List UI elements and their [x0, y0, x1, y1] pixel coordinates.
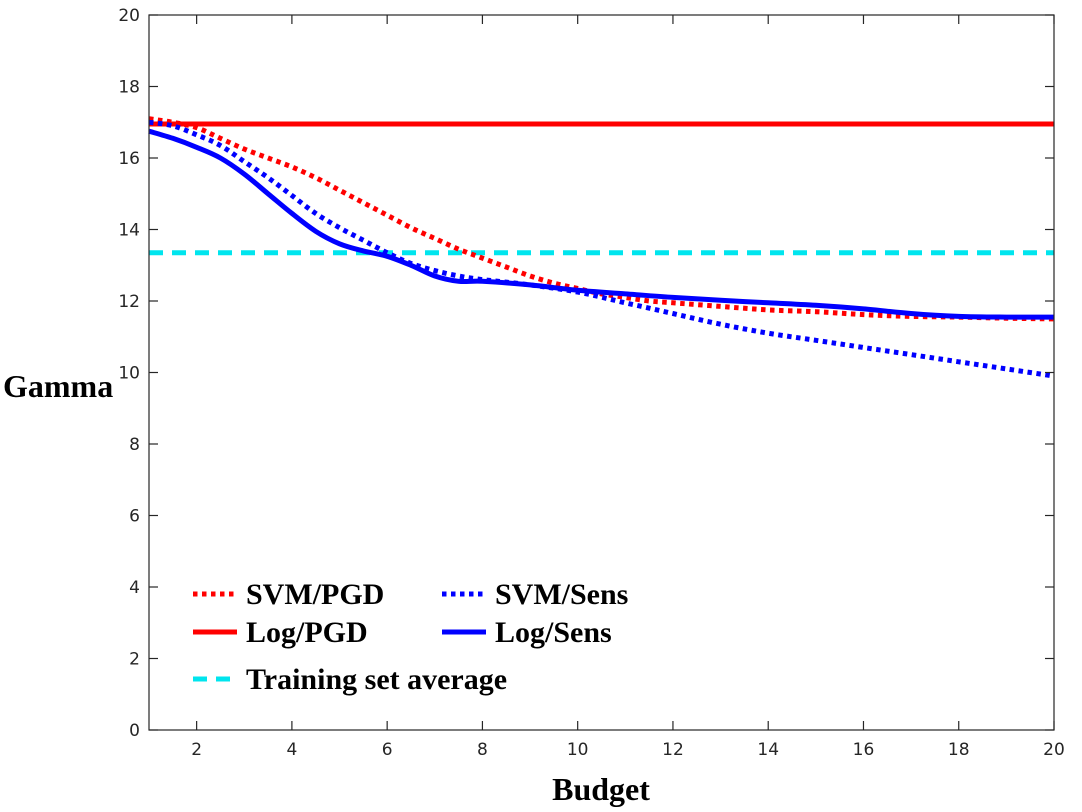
x-axis-title: Budget: [552, 771, 650, 807]
x-tick-label: 8: [477, 740, 488, 760]
y-tick-label: 10: [118, 364, 140, 384]
series-layer: [148, 116, 1055, 379]
x-tick-label: 16: [853, 740, 875, 760]
y-tick-label: 2: [129, 650, 140, 670]
y-axis-title: Gamma: [3, 368, 113, 404]
x-tick-label: 4: [286, 740, 297, 760]
x-tick-label: 12: [662, 740, 684, 760]
y-tick-label: 14: [118, 221, 140, 241]
y-tick-label: 8: [129, 435, 140, 455]
plot-frame: [148, 14, 1055, 731]
legend-label-log-sens: Log/Sens: [495, 616, 612, 649]
x-tick-label: 2: [191, 740, 202, 760]
legend: SVM/PGD Log/PGD SVM/Sens Log/Sens Traini…: [193, 578, 628, 696]
y-tick-label: 6: [129, 507, 140, 527]
legend-label-svm-pgd: SVM/PGD: [246, 578, 384, 611]
y-tick-label: 4: [129, 578, 140, 598]
series-line-svm-sens: [148, 119, 1055, 379]
legend-label-svm-sens: SVM/Sens: [495, 578, 628, 611]
legend-label-train-avg: Training set average: [246, 663, 507, 696]
series-line-log-sens: [148, 128, 1055, 320]
series-line-svm-pgd: [148, 116, 1055, 322]
x-tick-label: 6: [382, 740, 393, 760]
y-tick-label: 20: [118, 6, 140, 26]
x-tick-label: 18: [948, 740, 970, 760]
x-tick-label: 14: [757, 740, 779, 760]
legend-label-log-pgd: Log/PGD: [246, 616, 368, 649]
y-tick-label: 12: [118, 292, 140, 312]
x-tick-label: 20: [1043, 740, 1065, 760]
x-tick-label: 10: [567, 740, 589, 760]
y-tick-label: 16: [118, 149, 140, 169]
x-tick-labels: 2 4 6 8 10 12 14 16 18 20: [191, 740, 1065, 760]
y-tick-labels: 0 2 4 6 8 10 12 14 16 18 20: [118, 6, 140, 741]
plot-area-background: [149, 15, 1054, 730]
y-tick-label: 0: [129, 721, 140, 741]
y-tick-label: 18: [118, 78, 140, 98]
